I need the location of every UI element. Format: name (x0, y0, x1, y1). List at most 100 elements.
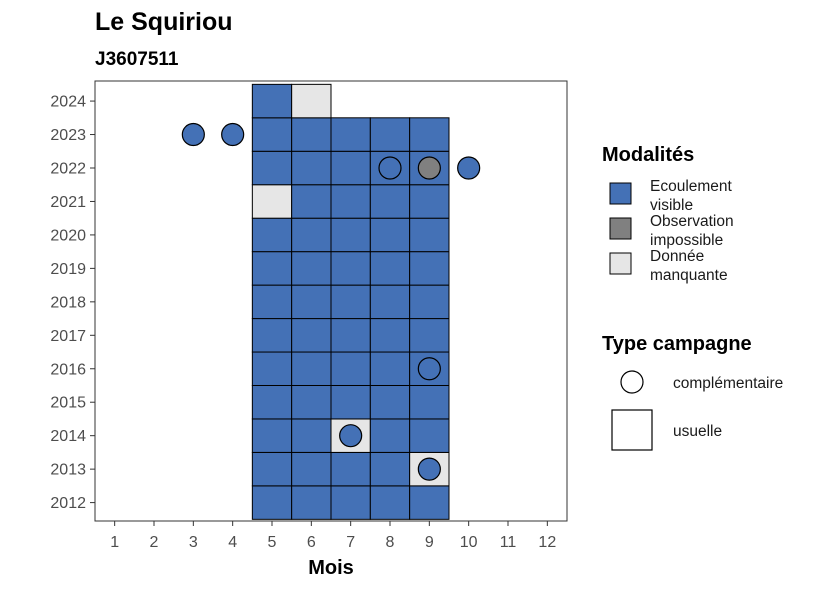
tile-2015-9 (409, 384, 450, 420)
y-tick-label-2013: 2013 (50, 462, 86, 479)
tile-2017-9 (409, 318, 450, 353)
legend-key-observation_impossible (609, 217, 632, 240)
y-axis: 2012 2013 2014 2015 2016 2017 2018 2019 2020 2021… (50, 94, 95, 512)
tile-2014-5 (251, 418, 293, 453)
legend-key-ecoulement_visible (609, 182, 632, 205)
x-tick-label-3: 3 (189, 534, 198, 551)
tile-2022-7 (330, 150, 371, 186)
tile-2020-6 (291, 217, 332, 253)
point-2022-8 (378, 156, 402, 180)
x-tick-label-7: 7 (346, 534, 355, 551)
tile-2023-7 (330, 117, 371, 152)
legend-label-donnee_manquante-1: Donnée (650, 248, 704, 265)
tile-2012-5 (251, 485, 293, 520)
tile-2021-5 (251, 184, 293, 219)
tile-2018-8 (369, 284, 411, 320)
tile-2019-7 (330, 251, 371, 286)
legend-type-title: Type campagne (602, 333, 752, 355)
tile-2017-7 (330, 318, 371, 353)
tile-2020-7 (330, 217, 371, 253)
tile-2019-6 (291, 251, 332, 286)
tile-2020-8 (369, 217, 411, 253)
tile-2021-8 (369, 184, 411, 219)
tile-2015-6 (291, 384, 332, 420)
point-2016-9 (417, 357, 441, 381)
legend-key-square (611, 409, 653, 451)
x-tick-label-6: 6 (307, 534, 316, 551)
tile-2019-5 (251, 251, 293, 286)
tile-2014-9 (409, 418, 450, 453)
x-axis: 1 2 3 4 5 6 7 8 9 10 11 12 (110, 521, 556, 551)
legend-modalites-title: Modalités (602, 144, 694, 166)
tile-2018-7 (330, 284, 371, 320)
tile-2017-8 (369, 318, 411, 353)
tile-2012-7 (330, 485, 371, 520)
tile-2016-7 (330, 351, 371, 386)
tile-2021-7 (330, 184, 371, 219)
complementaire-points (181, 122, 481, 481)
tile-2022-5 (251, 150, 293, 186)
legend-label-complementaire: complémentaire (673, 375, 783, 392)
legend-label-ecoulement_visible-2: visible (650, 197, 693, 214)
point-2014-7 (339, 424, 363, 448)
point-2023-3 (181, 122, 205, 147)
tile-2012-9 (409, 485, 450, 520)
y-tick-label-2012: 2012 (50, 495, 86, 512)
tile-2015-8 (369, 384, 411, 420)
tile-2019-9 (409, 251, 450, 286)
x-tick-label-12: 12 (538, 534, 556, 551)
y-tick-label-2023: 2023 (50, 127, 86, 144)
tile-2021-9 (409, 184, 450, 219)
x-axis-title: Mois (308, 557, 354, 579)
y-tick-label-2020: 2020 (50, 227, 86, 244)
x-tick-label-2: 2 (150, 534, 159, 551)
tile-2018-6 (291, 284, 332, 320)
tile-2015-7 (330, 384, 371, 420)
x-tick-label-5: 5 (268, 534, 277, 551)
tile-2016-6 (291, 351, 332, 386)
tile-2012-8 (369, 485, 411, 520)
tile-2013-8 (369, 451, 411, 487)
tile-2022-6 (291, 150, 332, 186)
y-tick-label-2018: 2018 (50, 294, 86, 311)
x-tick-label-8: 8 (386, 534, 395, 551)
tile-2024-5 (251, 83, 293, 119)
legend-label-observation_impossible-2: impossible (650, 232, 723, 249)
x-tick-label-1: 1 (110, 534, 119, 551)
point-2022-10 (457, 156, 481, 180)
point-2023-4 (221, 122, 245, 147)
tile-2017-6 (291, 318, 332, 353)
tile-2016-5 (251, 351, 293, 386)
tile-2023-5 (251, 117, 293, 152)
y-tick-label-2014: 2014 (50, 428, 86, 445)
y-tick-label-2024: 2024 (50, 94, 86, 111)
point-2013-9 (417, 457, 441, 481)
x-tick-label-4: 4 (228, 534, 237, 551)
tile-2020-9 (409, 217, 450, 253)
tile-2024-6 (291, 83, 332, 119)
tile-2023-6 (291, 117, 332, 152)
x-tick-label-10: 10 (460, 534, 478, 551)
y-tick-label-2019: 2019 (50, 261, 86, 278)
tile-2014-6 (291, 418, 332, 453)
legend-type-campagne: Type campagne complémentaire usuelle (602, 333, 783, 451)
chart-title: Le Squiriou (95, 8, 233, 36)
y-tick-label-2017: 2017 (50, 328, 86, 345)
tile-2020-5 (251, 217, 293, 253)
tile-2017-5 (251, 318, 293, 353)
tile-2018-9 (409, 284, 450, 320)
legend-label-usuelle: usuelle (673, 423, 722, 440)
tile-2021-6 (291, 184, 332, 219)
legend-label-observation_impossible-1: Observation (650, 213, 734, 230)
tile-2013-6 (291, 451, 332, 487)
tile-2013-5 (251, 451, 293, 487)
tile-2016-8 (369, 351, 411, 386)
x-tick-label-9: 9 (425, 534, 434, 551)
usuelle-tiles (251, 83, 450, 520)
legend-key-donnee_manquante (609, 252, 632, 275)
y-tick-label-2022: 2022 (50, 160, 86, 177)
tile-2012-6 (291, 485, 332, 520)
panel-border (94, 80, 568, 522)
y-tick-label-2021: 2021 (50, 194, 86, 211)
